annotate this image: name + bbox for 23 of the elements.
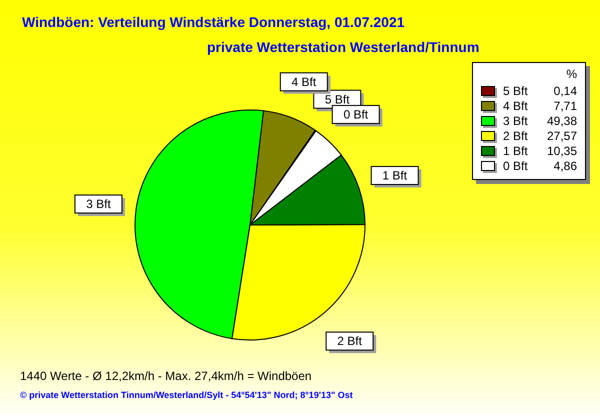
legend-title: % [565,67,577,81]
legend-label: 4 Bft [503,98,529,112]
data-label: 49,38 [546,114,577,128]
text: © private Wetterstation Tinnum/Westerland/Sylt - 54°54'13" Nord; 8°19'13" Ost [20,390,353,400]
chart-subtitle: private Wetterstation Westerland/Tinnum [207,39,480,55]
legend-label: 0 Bft [503,158,529,172]
data-label: 10,35 [546,144,577,158]
slice-label: 5 Bft [324,92,350,106]
legend-label: 5 Bft [503,84,529,98]
legend-label: 1 Bft [503,144,529,158]
slice-label: 4 Bft [292,74,317,89]
slice-label: 1 Bft [382,168,408,182]
slice-label: 2 Bft [337,334,363,348]
data-label: 4,86 [552,158,577,172]
data-label: 0,14 [552,84,577,98]
data-label: 7,71 [552,98,577,112]
chart-title: Windböen: Verteilung Windstärke Donnerstag, 01.07.2021 [22,14,405,30]
data-label: 27,57 [546,128,577,142]
slice-label: 3 Bft [86,197,112,212]
legend-label: 3 Bft [503,114,529,128]
text: 1440 Werte - Ø 12,2km/h - Max. 27,4km/h = Windböen [20,369,312,383]
slice-label: 0 Bft [343,107,369,122]
legend-label: 2 Bft [503,128,529,142]
